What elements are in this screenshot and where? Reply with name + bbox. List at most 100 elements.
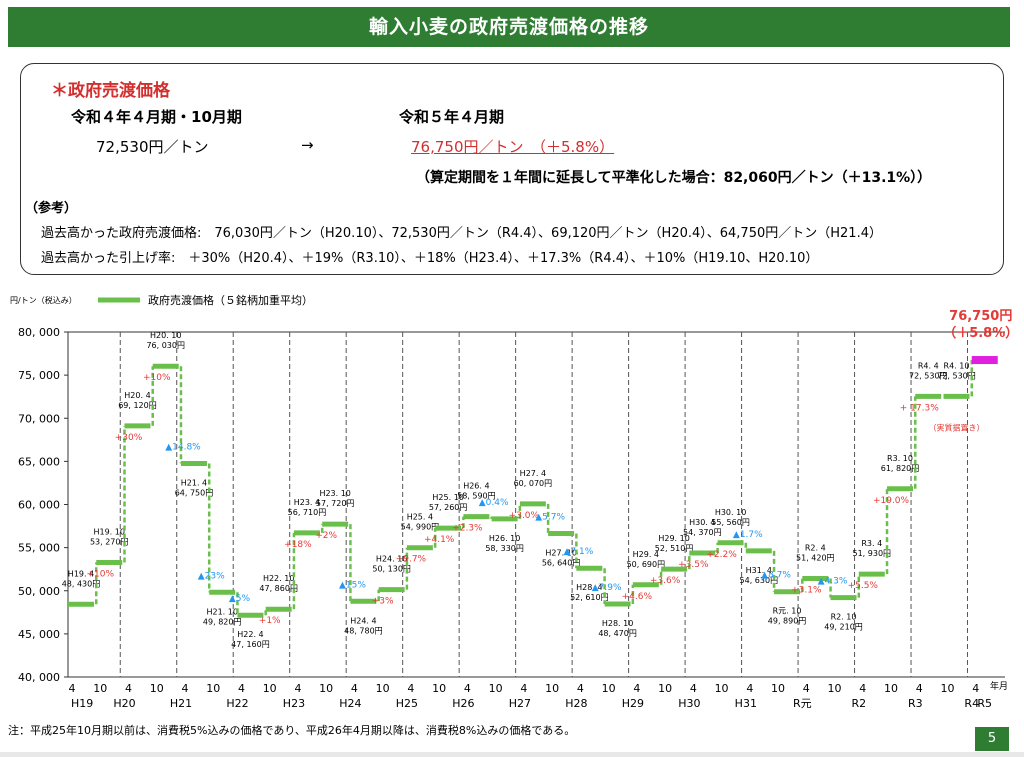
price-label: 72, 530円 xyxy=(909,371,948,380)
new-period: 令和５年４月期 xyxy=(399,108,505,126)
footnote: 注：平成25年10月期以前は、消費税5%込みの価格であり、平成26年4月期以降は… xyxy=(8,724,576,737)
x-year-label: R4 xyxy=(964,697,979,710)
x-month-label: 4 xyxy=(238,682,245,695)
y-tick-label: 40, 000 xyxy=(18,671,60,684)
x-year-label: R元 xyxy=(793,697,812,710)
x-year-label: H21 xyxy=(170,697,192,710)
period-label: R2. 4 xyxy=(805,544,826,553)
x-year-label: H20 xyxy=(113,697,135,710)
change-label: + 17.3% xyxy=(900,403,939,413)
change-label: +9.7% xyxy=(396,555,427,565)
change-label: ▲1.7% xyxy=(733,530,763,540)
x-year-label: H24 xyxy=(339,697,361,710)
period-label: H19. 4 xyxy=(68,569,94,578)
x-month-label: 4 xyxy=(803,682,810,695)
x-month-label: 10 xyxy=(715,682,729,695)
price-label: 48, 780円 xyxy=(344,626,383,635)
price-label: 49, 820円 xyxy=(203,617,242,626)
x-month-label: 10 xyxy=(602,682,616,695)
legend-label: 政府売渡価格（５銘柄加重平均） xyxy=(148,293,313,307)
period-label: R2. 10 xyxy=(831,613,857,622)
change-label: +3.6% xyxy=(650,576,681,586)
change-label: +3.0% xyxy=(509,511,540,521)
period-label: R3. 10 xyxy=(887,454,913,463)
x-month-label: 10 xyxy=(319,682,333,695)
price-label: 50, 690円 xyxy=(627,560,666,569)
change-label: +10% xyxy=(143,373,171,383)
change-label: +4.1% xyxy=(424,535,455,545)
period-label: H21. 4 xyxy=(181,479,207,488)
x-month-label: 10 xyxy=(828,682,842,695)
x-month-label: 4 xyxy=(351,682,358,695)
price-label: 54, 630円 xyxy=(740,576,779,585)
x-month-label: 4 xyxy=(407,682,414,695)
price-label: 58, 330円 xyxy=(485,544,524,553)
unit-label: 円/トン（税込み） xyxy=(10,295,77,305)
change-label: +1% xyxy=(259,616,281,626)
price-label: 48, 430円 xyxy=(62,579,101,588)
period-label: H22. 10 xyxy=(263,574,294,583)
change-label: ▲5% xyxy=(229,594,251,604)
price-chart: 円/トン（税込み） 政府売渡価格（５銘柄加重平均） 40, 000 45, 000 50… xyxy=(10,293,1018,710)
change-label: +2% xyxy=(315,531,337,541)
x-month-label: 4 xyxy=(746,682,753,695)
change-label: ▲5.7% xyxy=(535,512,565,522)
change-label: ▲23% xyxy=(198,571,225,581)
period-label: R4. 10 xyxy=(944,361,970,370)
page-number: 5 xyxy=(975,727,1009,751)
prev-price: 72,530円／トン xyxy=(96,138,209,156)
x-month-label: 4 xyxy=(577,682,584,695)
price-label: 76, 030円 xyxy=(146,341,185,350)
x-month-label: 10 xyxy=(771,682,785,695)
x-year-label: R5 xyxy=(977,697,992,710)
reference-high-rates: 過去高かった引上げ率: ＋30%（H20.4）、＋19%（R3.10）、＋18%… xyxy=(41,251,819,266)
period-label: H21. 10 xyxy=(206,607,237,616)
x-month-label: 10 xyxy=(941,682,955,695)
y-tick-label: 50, 000 xyxy=(18,585,60,598)
x-month-label: 4 xyxy=(633,682,640,695)
price-label: 47, 160円 xyxy=(231,640,270,649)
price-label: 55, 560円 xyxy=(711,518,750,527)
period-label: H25. 10 xyxy=(432,493,463,502)
change-label: +2.2% xyxy=(706,550,737,560)
period-label: H30. 4 xyxy=(689,518,715,527)
latest-price-label: 76,750円 xyxy=(949,309,1012,324)
bottom-strip xyxy=(0,752,1024,757)
x-month-label: 4 xyxy=(690,682,697,695)
x-month-label: 4 xyxy=(294,682,301,695)
y-tick-label: 45, 000 xyxy=(18,628,60,641)
period-label: H27. 10 xyxy=(545,548,576,557)
x-month-label: 10 xyxy=(150,682,164,695)
arrow: → xyxy=(301,136,314,154)
y-tick-label: 70, 000 xyxy=(18,412,60,425)
annualized-note: （算定期間を１年間に延長して平準化した場合：82,060円／トン（＋13.1%）… xyxy=(416,170,932,186)
period-label: H20. 10 xyxy=(150,331,181,340)
price-label: 56, 710円 xyxy=(288,508,327,517)
x-year-label: H30 xyxy=(678,697,700,710)
price-label: 50, 130円 xyxy=(372,565,411,574)
x-month-label: 10 xyxy=(658,682,672,695)
x-month-label: 10 xyxy=(489,682,503,695)
y-tick-label: 60, 000 xyxy=(18,499,60,512)
price-label: 54, 990円 xyxy=(401,523,440,532)
change-label: +18% xyxy=(284,540,312,550)
change-label: +5.5% xyxy=(848,581,879,591)
x-year-label: H31 xyxy=(735,697,757,710)
change-label: ▲0.4% xyxy=(479,498,509,508)
y-tick-label: 65, 000 xyxy=(18,455,60,468)
x-month-label: 4 xyxy=(520,682,527,695)
period-label: H23. 4 xyxy=(294,498,320,507)
price-label: 48, 470円 xyxy=(598,629,637,638)
x-month-label: 4 xyxy=(464,682,471,695)
price-step-latest xyxy=(971,356,998,365)
x-month-label: 10 xyxy=(263,682,277,695)
price-label: 54, 370円 xyxy=(683,528,722,537)
price-label: 69, 120円 xyxy=(118,401,157,410)
x-month-label: 10 xyxy=(376,682,390,695)
period-label: H29. 4 xyxy=(633,550,659,559)
x-month-label: 4 xyxy=(972,682,979,695)
x-year-label: H25 xyxy=(396,697,418,710)
prev-period: 令和４年４月期・10月期 xyxy=(71,108,242,126)
price-label: 61, 820円 xyxy=(881,464,920,473)
period-label: H19. 10 xyxy=(93,528,124,537)
